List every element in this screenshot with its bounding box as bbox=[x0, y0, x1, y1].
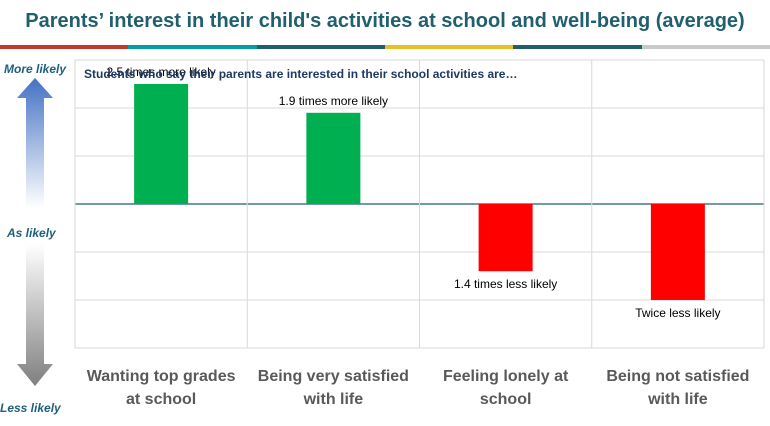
category-label: Being not satisfied bbox=[606, 368, 749, 385]
category-labels: Wanting top grades at school Being very sa… bbox=[87, 368, 750, 408]
bar bbox=[306, 112, 361, 204]
axis-label-more-likely: More likely bbox=[4, 62, 67, 76]
title-rule-segment bbox=[256, 45, 385, 49]
title-rule-segment bbox=[128, 45, 257, 49]
title-rule-segment bbox=[513, 45, 642, 49]
title-rule-segment bbox=[0, 45, 129, 49]
title-rule-segment bbox=[641, 45, 770, 49]
bar bbox=[478, 204, 533, 272]
data-label: 1.9 times more likely bbox=[279, 94, 388, 108]
bar bbox=[650, 204, 705, 300]
category-label: Feeling lonely at bbox=[443, 368, 569, 385]
axis-label-less-likely: Less likely bbox=[0, 401, 62, 415]
data-label: 2.5 times more likely bbox=[106, 65, 215, 79]
title-rule-segment bbox=[384, 45, 514, 49]
bar bbox=[134, 84, 189, 204]
chart-subtitle: Students who say their parents are inter… bbox=[84, 67, 517, 81]
arrow-down-icon bbox=[17, 244, 53, 386]
category-label: school bbox=[480, 391, 532, 408]
category-label: Being very satisfied bbox=[258, 368, 409, 385]
category-label: at school bbox=[126, 391, 196, 408]
arrow-up-icon bbox=[17, 78, 53, 208]
data-label: Twice less likely bbox=[635, 306, 720, 320]
category-label: with life bbox=[303, 391, 364, 408]
category-label: with life bbox=[647, 391, 708, 408]
data-label: 1.4 times less likely bbox=[454, 277, 557, 291]
page-title: Parents’ interest in their child's activ… bbox=[25, 10, 745, 32]
axis-label-as-likely: As likely bbox=[6, 226, 57, 240]
grid bbox=[74, 59, 765, 349]
category-label: Wanting top grades bbox=[87, 368, 236, 385]
data-labels: 2.5 times more likely 1.9 times more like… bbox=[106, 65, 720, 320]
bars bbox=[134, 84, 705, 300]
title-rule bbox=[0, 45, 770, 49]
likelihood-arrow bbox=[17, 78, 53, 386]
